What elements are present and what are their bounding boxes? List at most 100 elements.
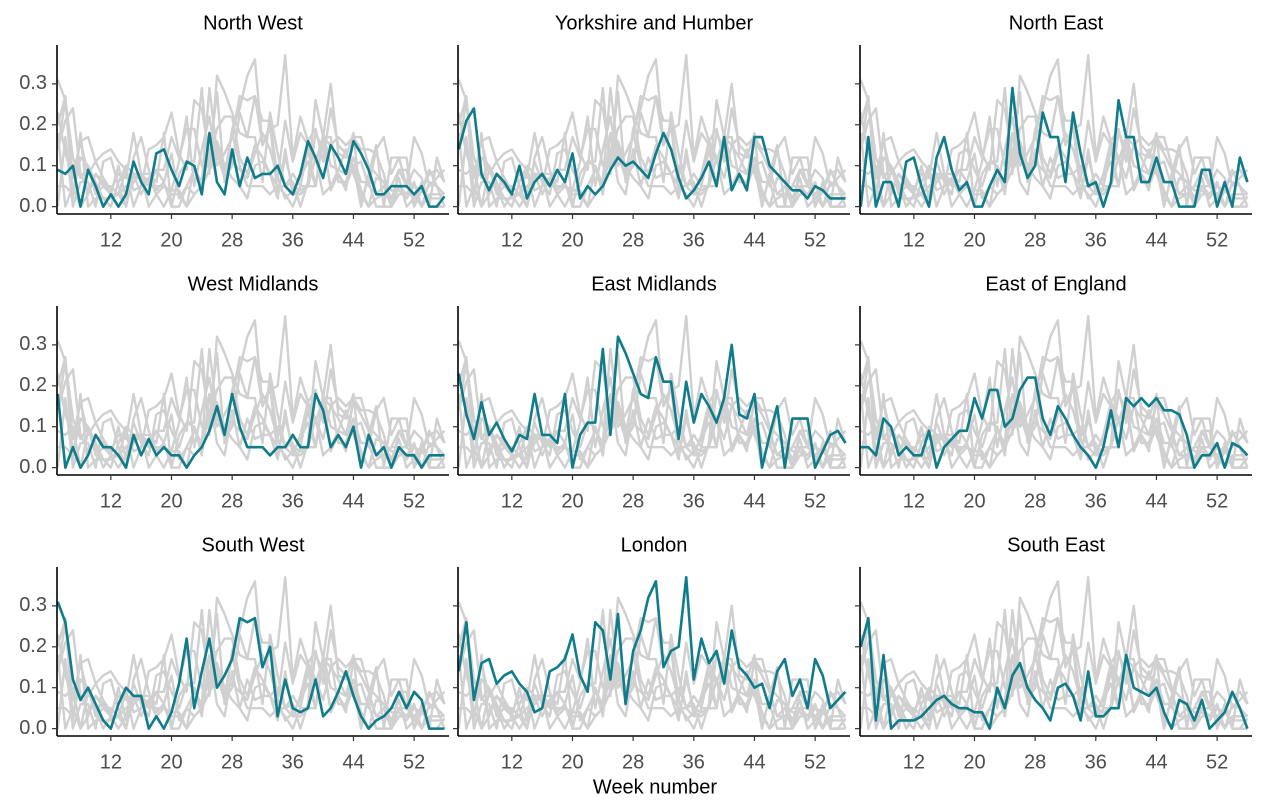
context-line <box>860 637 1249 730</box>
x-tick-label: 52 <box>804 490 826 512</box>
x-tick-label: 28 <box>1024 490 1046 512</box>
panel-title: London <box>621 534 688 556</box>
panel: London 12 20 28 36 44 52 <box>453 534 850 773</box>
context-line <box>457 79 846 208</box>
x-tick-label: 20 <box>963 229 985 251</box>
context-line <box>56 608 446 730</box>
y-tick-label: 0.1 <box>19 415 47 437</box>
context-line <box>56 347 446 469</box>
panel-title: West Midlands <box>188 273 319 295</box>
x-tick-label: 28 <box>622 229 644 251</box>
x-tick-label: 36 <box>1085 490 1107 512</box>
context-line <box>56 79 445 208</box>
y-tick-label: 0.0 <box>19 717 47 739</box>
context-line <box>860 115 1249 208</box>
x-tick-label: 52 <box>1206 751 1228 773</box>
context-line <box>859 608 1249 730</box>
panel: West Midlands 12 20 28 36 44 52 0.0 0.1 0.2 0.3 <box>19 273 449 512</box>
x-tick-label: 44 <box>342 229 364 251</box>
x-tick-label: 20 <box>561 751 583 773</box>
highlight-line <box>860 376 1249 469</box>
highlight-line <box>457 575 847 714</box>
context-line <box>458 637 847 730</box>
panel: North East 12 20 28 36 44 52 <box>855 12 1252 251</box>
context-line <box>457 347 847 469</box>
y-tick-label: 0.1 <box>19 154 47 176</box>
x-tick-label: 28 <box>221 751 243 773</box>
x-tick-label: 36 <box>1085 229 1107 251</box>
x-tick-label: 36 <box>282 751 304 773</box>
y-tick-label: 0.2 <box>19 635 47 657</box>
context-line <box>859 315 1249 453</box>
x-tick-label: 44 <box>743 751 765 773</box>
y-tick-label: 0.2 <box>19 113 47 135</box>
panel-title: Yorkshire and Humber <box>555 12 754 34</box>
context-line <box>859 54 1249 192</box>
x-tick-label: 44 <box>1145 751 1167 773</box>
y-tick-label: 0.2 <box>19 374 47 396</box>
x-tick-label: 20 <box>963 490 985 512</box>
x-tick-label: 28 <box>1024 751 1046 773</box>
panel-title: South West <box>201 534 304 556</box>
context-line <box>859 576 1249 714</box>
x-tick-label: 36 <box>282 229 304 251</box>
context-line <box>56 576 446 714</box>
panel: South East 12 20 28 36 44 52 <box>855 534 1252 773</box>
x-tick-label: 28 <box>1024 229 1046 251</box>
x-tick-label: 44 <box>1145 490 1167 512</box>
context-line <box>56 315 446 453</box>
x-tick-label: 20 <box>160 490 182 512</box>
context-line <box>56 94 446 208</box>
context-line <box>57 376 446 469</box>
panel-title: East of England <box>985 273 1126 295</box>
x-tick-label: 52 <box>804 751 826 773</box>
y-tick-label: 0.1 <box>19 676 47 698</box>
x-tick-label: 12 <box>903 490 925 512</box>
panel: North West 12 20 28 36 44 52 0.0 0.1 0.2 0.3 <box>19 12 449 251</box>
x-tick-label: 36 <box>1085 751 1107 773</box>
context-line <box>56 616 446 730</box>
context-line <box>57 637 446 730</box>
context-line <box>859 347 1249 469</box>
x-tick-label: 28 <box>622 490 644 512</box>
x-tick-label: 20 <box>561 490 583 512</box>
x-tick-label: 12 <box>100 751 122 773</box>
x-tick-label: 20 <box>963 751 985 773</box>
x-tick-label: 44 <box>743 229 765 251</box>
context-line <box>859 601 1248 730</box>
panel: East of England 12 20 28 36 44 52 <box>855 273 1252 512</box>
x-tick-label: 12 <box>501 229 523 251</box>
highlight-line <box>56 392 445 469</box>
x-tick-label: 44 <box>342 751 364 773</box>
highlight-line <box>859 616 1249 730</box>
context-line <box>457 86 847 208</box>
x-tick-label: 12 <box>903 229 925 251</box>
x-tick-label: 28 <box>622 751 644 773</box>
context-line <box>56 340 445 469</box>
context-line <box>458 376 847 469</box>
panel: South West 12 20 28 36 44 52 0.0 0.1 0.2 0.3 <box>19 534 449 773</box>
context-line <box>56 355 446 469</box>
x-tick-label: 52 <box>403 751 425 773</box>
y-tick-label: 0.3 <box>19 594 47 616</box>
panel-title: South East <box>1007 534 1105 556</box>
y-tick-label: 0.3 <box>19 333 47 355</box>
y-tick-label: 0.0 <box>19 195 47 217</box>
context-line <box>56 54 446 192</box>
x-tick-label: 52 <box>403 229 425 251</box>
x-tick-label: 44 <box>743 490 765 512</box>
context-line <box>859 340 1248 469</box>
context-line <box>457 94 847 208</box>
x-tick-label: 20 <box>160 229 182 251</box>
x-tick-label: 12 <box>100 229 122 251</box>
highlight-line <box>57 131 446 208</box>
x-axis-title: Week number <box>593 776 717 798</box>
x-tick-label: 52 <box>403 490 425 512</box>
highlight-line <box>457 335 847 469</box>
highlight-line <box>457 107 846 200</box>
highlight-line <box>56 601 445 730</box>
x-tick-label: 52 <box>1206 229 1228 251</box>
panel: Yorkshire and Humber 12 20 28 36 44 52 <box>453 12 850 251</box>
x-tick-label: 12 <box>903 751 925 773</box>
